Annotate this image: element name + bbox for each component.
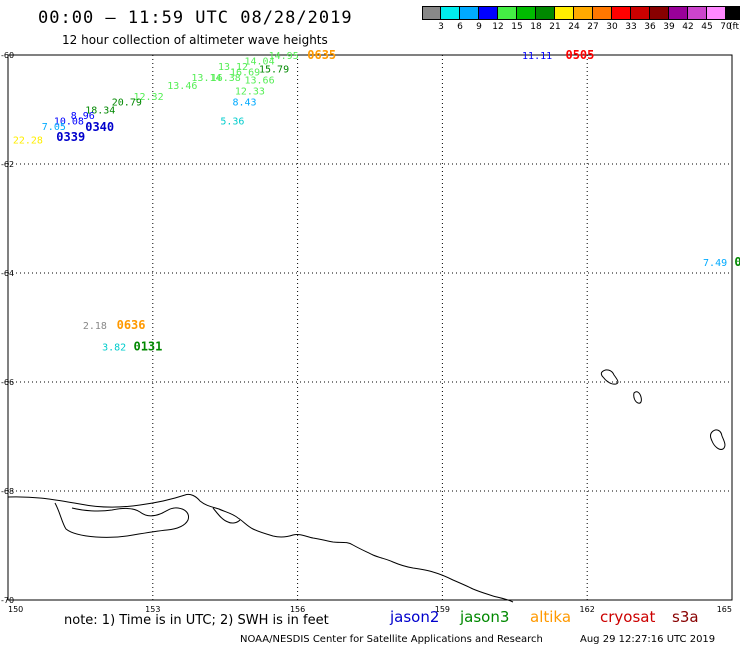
legend-altika: altika <box>530 608 572 626</box>
wave-height-value: 16.69 <box>230 67 260 78</box>
color-scale-tick: 9 <box>476 22 482 32</box>
island-2 <box>633 391 642 404</box>
color-swatch-3 <box>479 6 498 20</box>
longitude-label: 165 <box>717 605 732 614</box>
color-scale-tick: 27 <box>587 22 599 32</box>
wave-height-value: 8.43 <box>232 97 256 108</box>
wave-height-value: 18.34 <box>85 106 115 117</box>
pass-time-label: 0635 <box>307 48 336 62</box>
coastline-inlet <box>212 507 241 524</box>
color-scale-ticks: 3 6 9 12 15 18 21 24 27 30 33 36 39 42 45 70 <box>422 22 732 34</box>
generated-timestamp: Aug 29 12:27:16 UTC 2019 <box>580 634 716 645</box>
color-swatch-8 <box>574 6 593 20</box>
color-swatch-1 <box>441 6 460 20</box>
antarctic-coastline <box>7 369 726 603</box>
color-swatch-10 <box>612 6 631 20</box>
wave-height-value: 14.95 <box>269 51 299 62</box>
color-swatch-11 <box>631 6 650 20</box>
wave-height-value: 7.49 <box>703 258 727 269</box>
wave-height-value: 13.66 <box>245 76 275 87</box>
color-swatch-13 <box>669 6 688 20</box>
pass-time-label: 0505 <box>565 48 594 62</box>
color-swatch-0 <box>422 6 441 20</box>
map-frame <box>7 54 733 601</box>
color-scale-tick: 70 <box>720 22 732 32</box>
wave-height-value: 13.12 <box>218 62 248 73</box>
latitude-label: -60 <box>1 51 14 60</box>
wave-height-value: 3.82 <box>102 343 126 354</box>
wave-height-value: 11.11 <box>522 51 552 62</box>
color-scale-unit: (ft) <box>729 22 740 32</box>
color-swatch-7 <box>555 6 574 20</box>
color-scale-tick: 39 <box>663 22 675 32</box>
color-swatch-12 <box>650 6 669 20</box>
island-3 <box>710 429 726 450</box>
wave-height-value: 12.33 <box>235 86 265 97</box>
longitude-label: 150 <box>8 605 23 614</box>
color-swatch-6 <box>536 6 555 20</box>
pass-time-label: 0339 <box>56 130 85 144</box>
color-swatch-9 <box>593 6 612 20</box>
wave-height-value: 5.36 <box>220 116 244 127</box>
latitude-label: -70 <box>1 596 14 605</box>
color-scale-tick: 6 <box>457 22 463 32</box>
legend-jason3: jason3 <box>460 608 510 626</box>
wave-height-value: 13.14 <box>191 73 221 84</box>
pass-time-label: 0 <box>734 255 740 269</box>
map-title: 00:00 – 11:59 UTC 08/28/2019 <box>38 8 353 28</box>
wave-height-value: 13.46 <box>167 81 197 92</box>
wave-height-value: 10.08 <box>54 116 84 127</box>
wave-height-value: 12.32 <box>133 92 163 103</box>
pass-time-label: 0636 <box>117 318 146 332</box>
wave-height-value: 20.79 <box>112 97 142 108</box>
longitude-label: 159 <box>435 605 450 614</box>
wave-height-value: 8.96 <box>71 111 95 122</box>
legend-s3a: s3a <box>672 608 699 626</box>
credit-line: NOAA/NESDIS Center for Satellite Applica… <box>240 634 543 645</box>
color-scale-tick: 45 <box>701 22 713 32</box>
island-1 <box>600 369 619 385</box>
wave-height-value: 14.04 <box>245 56 275 67</box>
color-swatch-15 <box>707 6 726 20</box>
latitude-label: -62 <box>1 160 14 169</box>
pass-time-label: 0340 <box>85 120 114 134</box>
color-scale-tick: 42 <box>682 22 694 32</box>
wave-height-value: 2.18 <box>83 321 107 332</box>
latitude-label: -66 <box>1 378 14 387</box>
wave-height-value: 7.05 <box>42 122 66 133</box>
legend-jason2: jason2 <box>390 608 440 626</box>
color-scale-tick: 12 <box>492 22 504 32</box>
pass-time-label: 0131 <box>133 340 162 354</box>
wave-height-value: 22.28 <box>13 135 43 146</box>
color-scale-tick: 24 <box>568 22 580 32</box>
color-scale-tick: 30 <box>606 22 618 32</box>
footnote: note: 1) Time is in UTC; 2) SWH is in fe… <box>64 613 329 628</box>
latitude-label: -68 <box>1 487 14 496</box>
wave-height-value: 15.79 <box>259 65 289 76</box>
wave-height-value: 16.38 <box>211 73 241 84</box>
color-swatch-4 <box>498 6 517 20</box>
color-scale-tick: 15 <box>511 22 523 32</box>
latitude-label: -64 <box>1 269 14 278</box>
longitude-label: 162 <box>580 605 595 614</box>
coastline-ice-shelf <box>54 502 189 538</box>
color-swatch-2 <box>460 6 479 20</box>
color-scale-tick: 36 <box>644 22 656 32</box>
color-swatch-5 <box>517 6 536 20</box>
color-scale-tick: 18 <box>530 22 542 32</box>
color-swatch-14 <box>688 6 707 20</box>
color-scale-tick: 33 <box>625 22 637 32</box>
longitude-label: 156 <box>290 605 305 614</box>
color-scale-bar <box>422 6 740 20</box>
map-subtitle: 12 hour collection of altimeter wave hei… <box>62 33 328 47</box>
color-swatch-16 <box>726 6 740 20</box>
color-scale-tick: 3 <box>438 22 444 32</box>
color-scale-tick: 21 <box>549 22 561 32</box>
legend-cryosat: cryosat <box>600 608 656 626</box>
coastline-mainland <box>7 493 514 603</box>
longitude-label: 153 <box>145 605 160 614</box>
